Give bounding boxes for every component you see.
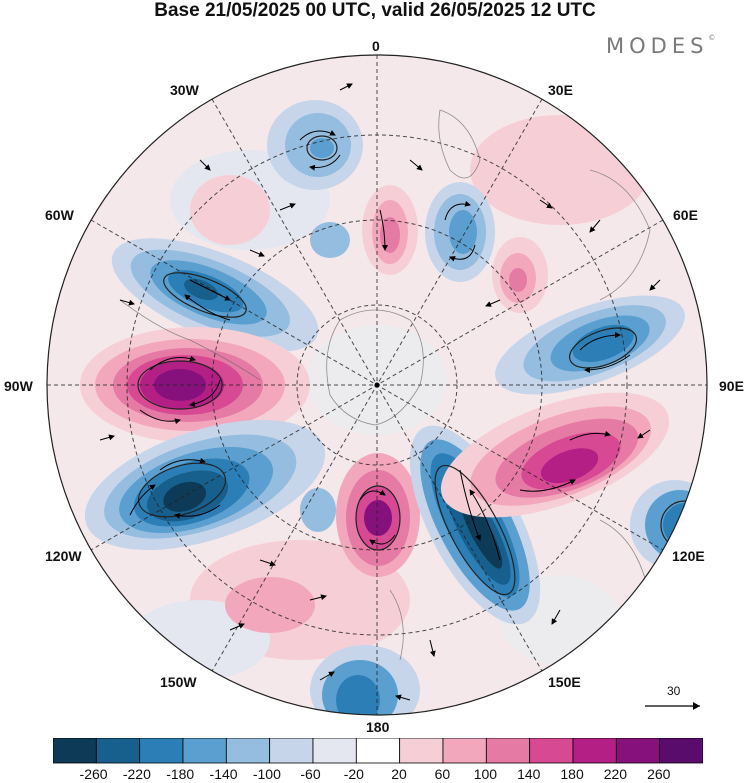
high-anomaly-180 — [336, 453, 420, 577]
colorbar-swatch — [269, 738, 314, 764]
high-anomaly-0 — [362, 185, 418, 275]
wind-vectors — [99, 83, 661, 701]
map-title: Base 21/05/2025 00 UTC, valid 26/05/2025… — [154, 0, 596, 21]
colorbar-swatch — [529, 738, 574, 764]
colorbar-swatch — [182, 738, 227, 764]
lon-label-60e: 60E — [673, 207, 698, 223]
lon-label-0: 0 — [372, 38, 380, 54]
colorbar-tick-label: -60 — [300, 766, 321, 782]
colorbar-swatch — [225, 738, 271, 764]
colorbar-swatch — [312, 738, 357, 764]
colorbar-swatch — [139, 738, 184, 764]
lon-label-90w: 90W — [4, 378, 33, 394]
lon-label-30e: 30E — [548, 82, 573, 98]
colorbar-tick-label: -180 — [166, 766, 195, 782]
lon-label-120e: 120E — [672, 548, 705, 564]
lon-label-120w: 120W — [45, 548, 82, 564]
colorbar-swatch — [442, 738, 487, 764]
brand-text: MODES — [606, 34, 709, 58]
lon-label-30w: 30W — [170, 82, 199, 98]
low-anomaly-75w — [111, 238, 319, 352]
colorbar-tick-label: 260 — [647, 766, 671, 782]
colorbar-swatch — [659, 738, 703, 764]
lon-label-180: 180 — [366, 719, 390, 735]
colorbar-swatch — [572, 738, 617, 764]
lon-label-90e: 90E — [719, 378, 744, 394]
colorbar-tick-label: -140 — [209, 766, 238, 782]
low-anomaly-115w — [84, 419, 326, 551]
low-anomaly-30w — [267, 100, 363, 190]
colorbar-tick-label: -20 — [343, 766, 364, 782]
colorbar-tick-label: -260 — [79, 766, 108, 782]
map-boundary — [46, 54, 708, 716]
low-anomaly-20e — [425, 182, 495, 282]
map-disk — [47, 55, 707, 715]
lon-label-150e: 150E — [548, 674, 581, 690]
colorbar-tick-label: 140 — [517, 766, 541, 782]
low-anomaly-180-bottom — [310, 645, 420, 715]
lon-label-150w: 150W — [160, 674, 197, 690]
modes-logo: MODES© — [606, 34, 715, 58]
colorbar-tick-label: 180 — [560, 766, 584, 782]
colorbar-swatch — [399, 738, 444, 764]
colorbar-swatch — [95, 738, 141, 764]
colorbar-tick-label: -100 — [252, 766, 281, 782]
reference-vector-label: 30 — [667, 684, 681, 698]
north-pole-dot — [374, 382, 380, 388]
high-anomaly-45e — [492, 237, 548, 313]
colorbar-tick-label: 100 — [473, 766, 498, 782]
colorbar-tick-label: 20 — [391, 766, 407, 782]
colorbar-swatch — [53, 738, 97, 764]
colorbar-tick-label: 220 — [603, 766, 628, 782]
contours — [137, 135, 707, 596]
colorbar-swatch — [485, 738, 531, 764]
brand-mark: © — [708, 34, 716, 42]
colorbar-swatch — [615, 738, 661, 764]
colorbar-tick-label: -220 — [122, 766, 151, 782]
reference-vector-arrow — [645, 702, 700, 710]
colorbar — [53, 738, 703, 764]
lon-label-60w: 60W — [45, 207, 74, 223]
colorbar-swatch — [355, 738, 401, 764]
colorbar-tick-label: 60 — [434, 766, 451, 782]
